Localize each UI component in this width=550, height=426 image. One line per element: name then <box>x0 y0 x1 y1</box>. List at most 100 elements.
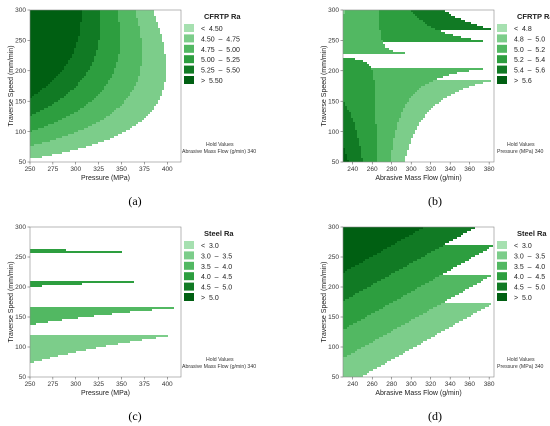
x-tick-label: 350 <box>116 166 127 173</box>
contour-cell <box>96 50 120 52</box>
contour-cell <box>343 38 381 40</box>
contour-cell <box>379 26 431 28</box>
contour-cell <box>409 100 441 102</box>
contour-cell <box>30 251 122 253</box>
contour-cell <box>88 70 114 72</box>
contour-cell <box>100 28 120 30</box>
contour-cell <box>419 315 471 317</box>
contour-cell <box>98 46 120 48</box>
contour-cell <box>353 118 375 120</box>
legend-swatch <box>497 65 507 74</box>
contour-cell <box>30 337 156 339</box>
contour-cell <box>429 82 483 84</box>
contour-cell <box>30 347 96 349</box>
contour-cell <box>343 265 355 267</box>
contour-cell <box>403 110 429 112</box>
contour-cell <box>355 351 405 353</box>
contour-cell <box>375 92 415 94</box>
contour-cell <box>375 114 401 116</box>
contour-cell <box>379 309 429 311</box>
contour-cell <box>116 108 154 110</box>
contour-cell <box>30 60 68 62</box>
contour-cell <box>343 134 357 136</box>
contour-cell <box>343 142 359 144</box>
contour-cell <box>383 335 435 337</box>
contour-cell <box>343 36 381 38</box>
contour-cell <box>68 134 118 136</box>
contour-cell <box>30 355 58 357</box>
contour-cell <box>30 341 130 343</box>
legend-swatch <box>497 34 507 43</box>
contour-cell <box>429 281 481 283</box>
contour-cell <box>381 279 433 281</box>
contour-cell <box>30 335 168 337</box>
contour-cell <box>118 18 138 20</box>
contour-cell <box>343 257 369 259</box>
contour-cell <box>118 20 138 22</box>
contour-cell <box>34 94 66 96</box>
contour-cell <box>371 285 421 287</box>
contour-cell <box>40 90 70 92</box>
contour-cell <box>70 90 102 92</box>
contour-cell <box>377 148 393 150</box>
contour-cell <box>379 337 431 339</box>
contour-cell <box>140 30 160 32</box>
contour-cell <box>343 62 367 64</box>
x-tick-label: 300 <box>406 166 417 173</box>
contour-cell <box>343 343 369 345</box>
contour-cell <box>100 16 118 18</box>
contour-cell <box>347 355 399 357</box>
contour-cell <box>86 104 122 106</box>
contour-cell <box>78 82 108 84</box>
contour-cell <box>397 327 449 329</box>
contour-cell <box>359 140 377 142</box>
contour-cell <box>30 96 32 98</box>
plot-frame <box>342 9 495 163</box>
contour-cell <box>72 56 94 58</box>
contour-cell <box>343 235 409 237</box>
contour-cell <box>343 76 373 78</box>
contour-cell <box>377 136 395 138</box>
legend-entry: 4.5 – 5.0 <box>514 285 545 292</box>
contour-cell <box>355 128 377 130</box>
contour-cell <box>140 66 166 68</box>
contour-cell <box>349 110 375 112</box>
contour-cell <box>409 98 443 100</box>
contour-cell <box>62 70 88 72</box>
contour-cell <box>74 88 104 90</box>
contour-cell <box>343 255 373 257</box>
contour-fill <box>30 10 166 158</box>
contour-cell <box>343 341 373 343</box>
contour-cell <box>94 98 126 100</box>
contour-cell <box>343 136 357 138</box>
contour-cell <box>357 134 377 136</box>
legend-entry: > 5.0 <box>201 295 219 302</box>
x-tick-label: 275 <box>47 166 58 173</box>
contour-cell <box>343 345 365 347</box>
contour-cell <box>379 18 419 20</box>
contour-cell <box>395 271 447 273</box>
contour-cell <box>52 104 86 106</box>
y-tick-label: 250 <box>15 38 26 45</box>
y-tick-label: 100 <box>15 344 26 351</box>
contour-cell <box>429 309 481 311</box>
contour-cell <box>391 160 405 162</box>
contour-cell <box>136 10 154 12</box>
contour-cell <box>345 150 361 152</box>
contour-cell <box>391 331 441 333</box>
contour-cell <box>30 74 58 76</box>
contour-cell <box>30 321 48 323</box>
contour-cell <box>30 132 74 134</box>
contour-cell <box>80 108 116 110</box>
contour-cell <box>38 92 68 94</box>
contour-cell <box>66 64 92 66</box>
contour-cell <box>377 138 393 140</box>
panel-a: 250 275 300 325 350 375 40050100150200250300Pr… <box>8 7 256 208</box>
legend: CFRTP Ra < 4.50 4.50 – 4.75 4.75 – 5.00 5.00… <box>184 12 241 85</box>
contour-cell <box>427 253 479 255</box>
contour-cell <box>118 54 142 56</box>
contour-cell <box>439 247 489 249</box>
contour-cell <box>48 124 92 126</box>
contour-cell <box>136 84 164 86</box>
contour-cell <box>118 10 136 12</box>
